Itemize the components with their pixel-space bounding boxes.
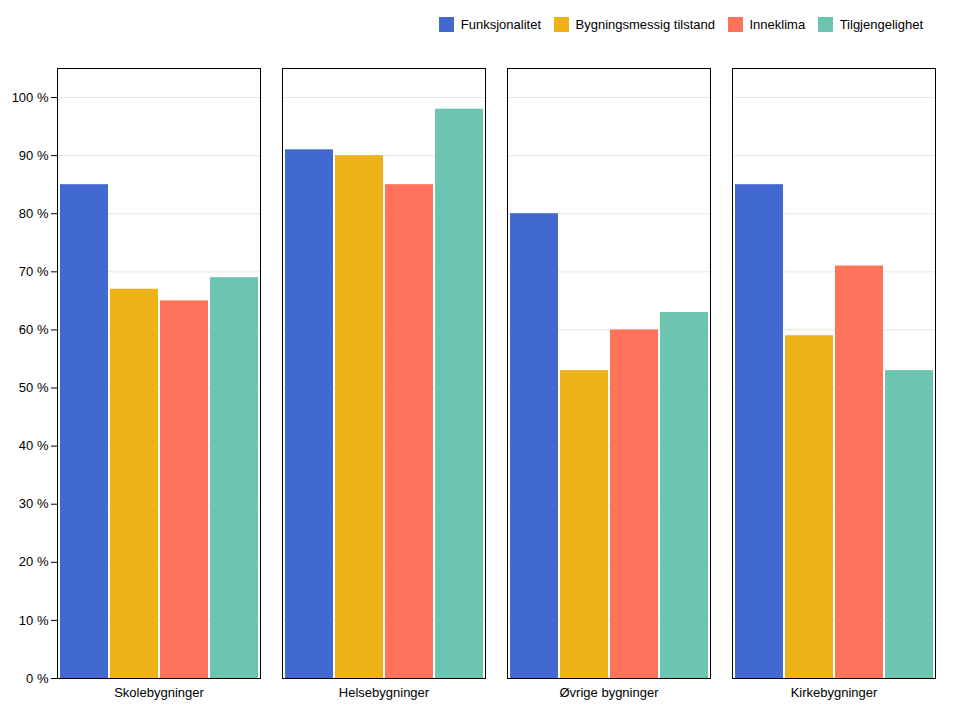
html-text:Bygningsmessig tilstand: Bygningsmessig tilstand xyxy=(575,17,715,32)
html-text:Tilgjengelighet: Tilgjengelighet xyxy=(839,17,923,32)
html-text:Inneklima: Inneklima xyxy=(749,17,806,32)
svg-text:Øvrige bygninger: Øvrige bygninger xyxy=(560,684,660,699)
svg-text:Helsebygninger: Helsebygninger xyxy=(339,684,430,699)
html-text:Funksjonalitet: Funksjonalitet xyxy=(460,17,541,32)
svg-text:20 %: 20 % xyxy=(19,554,49,569)
svg-text:50 %: 50 % xyxy=(19,380,49,395)
svg-text:70 %: 70 % xyxy=(19,263,49,278)
svg-text:60 %: 60 % xyxy=(19,322,49,337)
svg-text:100 %: 100 % xyxy=(12,89,49,104)
svg-text:30 %: 30 % xyxy=(19,496,49,511)
svg-text:Skolebygninger: Skolebygninger xyxy=(114,684,204,699)
svg-text:40 %: 40 % xyxy=(19,438,49,453)
svg-text:90 %: 90 % xyxy=(19,147,49,162)
svg-text:10 %: 10 % xyxy=(19,612,49,627)
svg-text:80 %: 80 % xyxy=(19,205,49,220)
svg-text:Kirkebygninger: Kirkebygninger xyxy=(791,684,878,699)
svg-text:0 %: 0 % xyxy=(26,670,49,685)
